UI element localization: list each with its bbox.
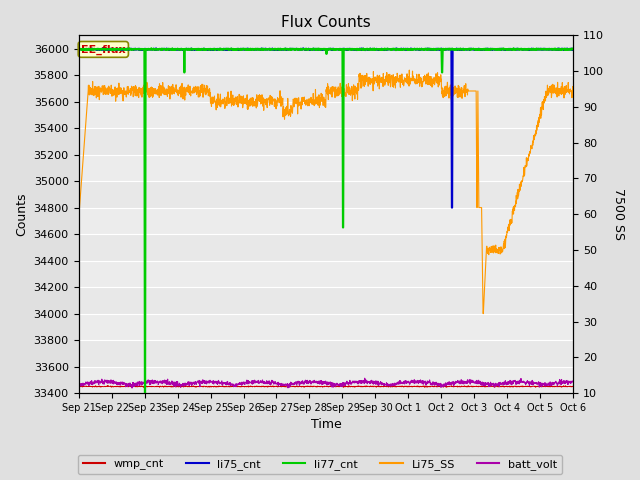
X-axis label: Time: Time <box>310 419 341 432</box>
Bar <box>79 48 573 75</box>
Bar <box>79 367 573 393</box>
Title: Flux Counts: Flux Counts <box>281 15 371 30</box>
Bar <box>79 155 573 181</box>
Bar <box>79 102 573 128</box>
Bar <box>79 313 573 340</box>
Bar <box>79 261 573 287</box>
Legend: wmp_cnt, li75_cnt, li77_cnt, Li75_SS, batt_volt: wmp_cnt, li75_cnt, li77_cnt, Li75_SS, ba… <box>78 455 562 474</box>
Text: EE_flux: EE_flux <box>81 44 125 55</box>
Bar <box>79 208 573 234</box>
Y-axis label: 7500 SS: 7500 SS <box>612 188 625 240</box>
Y-axis label: Counts: Counts <box>15 192 28 236</box>
